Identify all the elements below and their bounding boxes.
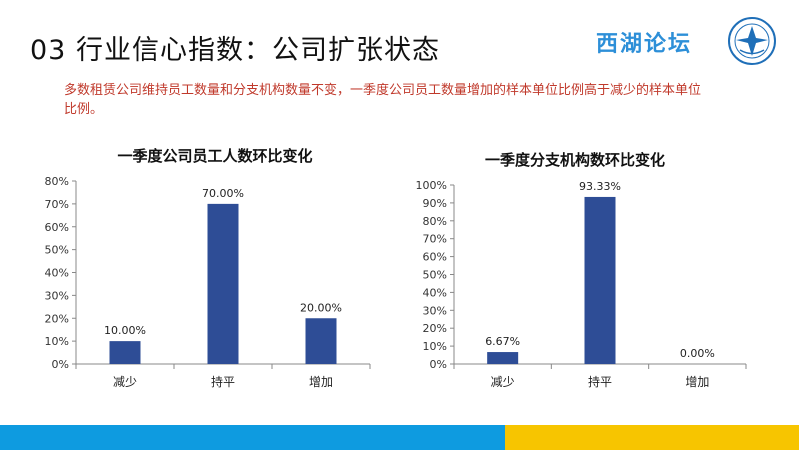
y-tick-label: 70% [45,198,69,211]
category-label: 减少 [113,375,137,389]
y-tick-label: 10% [423,340,447,353]
y-tick-label: 50% [45,244,69,257]
y-tick-label: 60% [45,221,69,234]
category-label: 持平 [588,374,612,389]
category-label: 增加 [309,375,333,389]
chart-title: 一季度分支机构数环比变化 [485,151,665,169]
forum-seal-icon [728,17,776,65]
y-tick-label: 80% [423,215,447,228]
bar [305,318,337,364]
y-tick-label: 80% [45,175,69,188]
category-label: 减少 [491,375,515,389]
y-tick-label: 30% [423,304,447,317]
data-label: 93.33% [579,180,621,193]
y-tick-label: 70% [423,233,447,246]
y-tick-label: 50% [423,269,447,282]
category-label: 增加 [685,375,709,389]
staff-change-chart: 一季度公司员工人数环比变化 0% 10% 20% 30% 40% 50% 60% 70% 80%… [45,147,371,389]
y-tick-label: 20% [45,312,69,325]
data-label: 70.00% [202,187,244,200]
summary-text: 多数租赁公司维持员工数量和分支机构数量不变，一季度公司员工数量增加的样本单位比例… [64,83,702,117]
forum-logo-text: 西湖论坛 [596,31,693,57]
data-label: 0.00% [680,347,715,360]
bar [487,352,519,364]
category-label: 持平 [211,374,235,389]
footer-bar-yellow [505,425,799,450]
data-label: 20.00% [300,301,342,314]
bar [207,203,239,364]
y-tick-label: 20% [423,322,447,335]
data-label: 10.00% [104,324,146,337]
y-tick-label: 30% [45,289,69,302]
footer-bar-blue [0,425,505,450]
y-tick-label: 0% [52,358,69,371]
bar [584,196,616,364]
page-title: 03 行业信心指数：公司扩张状态 [30,35,440,66]
y-tick-label: 40% [45,267,69,280]
y-tick-label: 60% [423,251,447,264]
y-tick-label: 10% [45,335,69,348]
chart-title: 一季度公司员工人数环比变化 [117,147,312,165]
y-tick-label: 0% [430,358,447,371]
branch-change-chart: 一季度分支机构数环比变化 0% 10% 20% 30% 40% 50% 60% 70% 80% 9… [416,151,747,389]
y-tick-label: 100% [416,179,447,192]
data-label: 6.67% [485,335,520,348]
y-tick-label: 40% [423,286,447,299]
bar [109,341,141,364]
y-tick-label: 90% [423,197,447,210]
